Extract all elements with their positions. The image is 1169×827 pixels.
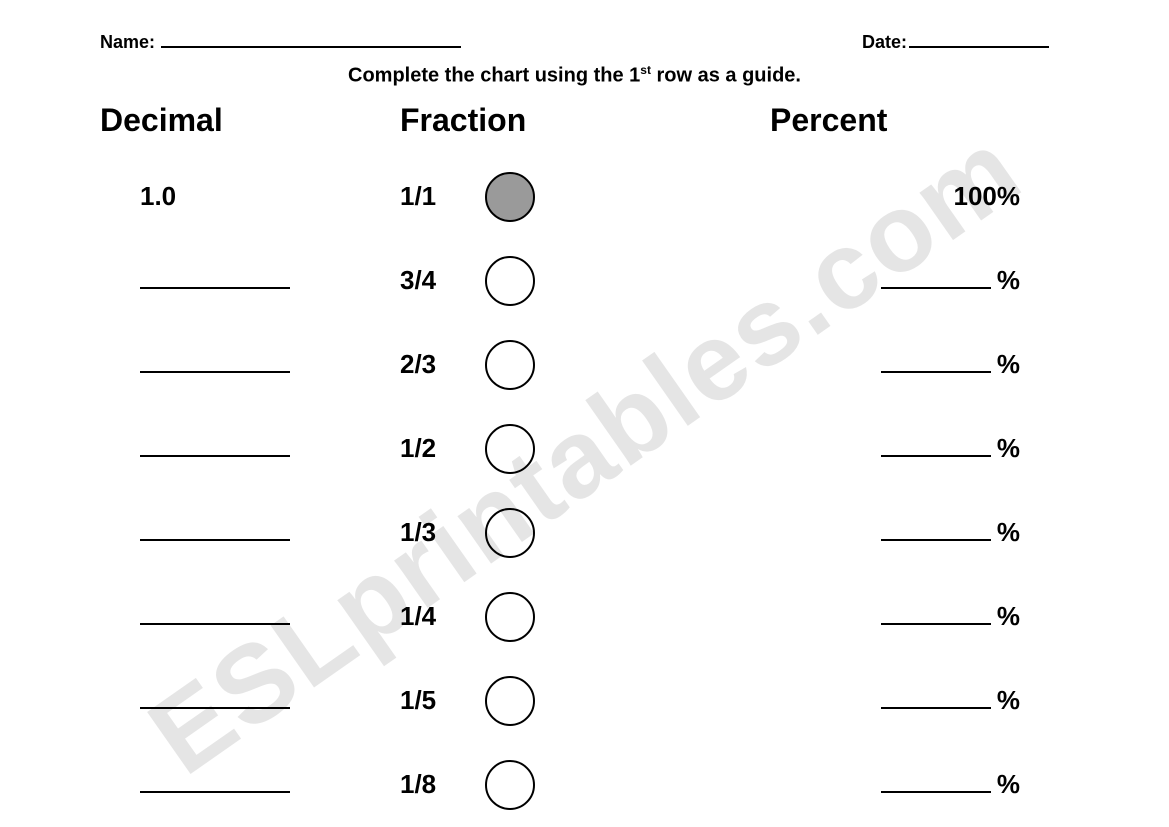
table-row: 1/5% xyxy=(100,659,1049,743)
table-row: 1/4% xyxy=(100,575,1049,659)
fraction-cell: 1/4 xyxy=(400,591,770,643)
percent-blank[interactable] xyxy=(881,433,991,457)
table-row: 1/3% xyxy=(100,491,1049,575)
fraction-value: 2/3 xyxy=(400,349,460,380)
percent-blank[interactable] xyxy=(881,685,991,709)
percent-symbol: % xyxy=(997,769,1020,800)
fraction-value: 1/8 xyxy=(400,769,460,800)
date-group: Date: xyxy=(862,30,1049,53)
col-header-fraction: Fraction xyxy=(400,102,770,139)
fraction-cell: 1/3 xyxy=(400,507,770,559)
fraction-value: 1/5 xyxy=(400,685,460,716)
percent-cell: % xyxy=(770,349,1020,380)
instruction-sup: st xyxy=(640,63,651,77)
percent-symbol: % xyxy=(997,685,1020,716)
percent-value: 100% xyxy=(954,181,1021,212)
fraction-cell: 2/3 xyxy=(400,339,770,391)
rows-container: 1.01/1100%3/4%2/3%1/2%1/3%1/4%1/5%1/8% xyxy=(100,155,1049,827)
percent-cell: % xyxy=(770,433,1020,464)
header-line: Name: Date: xyxy=(100,30,1049,53)
fraction-circle-icon xyxy=(484,507,536,559)
instruction-prefix: Complete the chart using the 1 xyxy=(348,65,640,87)
table-row: 1.0 1/1 100% xyxy=(100,155,1049,239)
fraction-circle-icon xyxy=(484,255,536,307)
percent-blank[interactable] xyxy=(881,517,991,541)
col-header-decimal: Decimal xyxy=(100,102,400,139)
decimal-cell xyxy=(100,433,400,464)
fraction-cell: 1/1 xyxy=(400,171,770,223)
percent-symbol: % xyxy=(997,601,1020,632)
decimal-cell xyxy=(100,517,400,548)
percent-symbol: % xyxy=(997,349,1020,380)
name-blank[interactable] xyxy=(161,30,461,48)
percent-cell: % xyxy=(770,601,1020,632)
percent-blank[interactable] xyxy=(881,349,991,373)
fraction-circle-icon xyxy=(484,675,536,727)
fraction-circle-icon xyxy=(484,171,536,223)
name-group: Name: xyxy=(100,30,461,53)
decimal-cell xyxy=(100,265,400,296)
decimal-cell xyxy=(100,349,400,380)
instruction-suffix: row as a guide. xyxy=(651,65,801,87)
decimal-blank[interactable] xyxy=(140,265,290,289)
date-blank[interactable] xyxy=(909,30,1049,48)
columns-header: Decimal Fraction Percent xyxy=(100,102,1049,139)
decimal-blank[interactable] xyxy=(140,769,290,793)
fraction-cell: 1/8 xyxy=(400,759,770,811)
percent-symbol: % xyxy=(997,517,1020,548)
decimal-blank[interactable] xyxy=(140,433,290,457)
decimal-cell xyxy=(100,769,400,800)
decimal-blank[interactable] xyxy=(140,685,290,709)
fraction-circle-icon xyxy=(484,339,536,391)
fraction-value: 1/1 xyxy=(400,181,460,212)
worksheet-page: ESLprintables.com Name: Date: Complete t… xyxy=(0,0,1169,821)
percent-cell: % xyxy=(770,685,1020,716)
decimal-blank[interactable] xyxy=(140,349,290,373)
percent-cell: % xyxy=(770,517,1020,548)
percent-symbol: % xyxy=(997,265,1020,296)
decimal-blank[interactable] xyxy=(140,517,290,541)
decimal-cell xyxy=(100,601,400,632)
percent-blank[interactable] xyxy=(881,769,991,793)
name-label: Name: xyxy=(100,32,155,53)
decimal-value: 1.0 xyxy=(140,181,176,211)
fraction-cell: 3/4 xyxy=(400,255,770,307)
date-label: Date: xyxy=(862,32,907,53)
table-row: 2/3% xyxy=(100,323,1049,407)
table-row: 1/2% xyxy=(100,407,1049,491)
fraction-value: 1/2 xyxy=(400,433,460,464)
percent-blank[interactable] xyxy=(881,601,991,625)
fraction-circle-icon xyxy=(484,423,536,475)
table-row: 3/4% xyxy=(100,239,1049,323)
fraction-value: 1/3 xyxy=(400,517,460,548)
percent-cell: 100% xyxy=(770,181,1020,212)
fraction-cell: 1/2 xyxy=(400,423,770,475)
fraction-circle-icon xyxy=(484,759,536,811)
fraction-circle-icon xyxy=(484,591,536,643)
table-row: 1/8% xyxy=(100,743,1049,827)
instruction-text: Complete the chart using the 1st row as … xyxy=(100,63,1049,88)
percent-blank[interactable] xyxy=(881,265,991,289)
decimal-cell: 1.0 xyxy=(100,181,400,212)
fraction-value: 1/4 xyxy=(400,601,460,632)
col-header-percent: Percent xyxy=(770,102,1020,139)
fraction-value: 3/4 xyxy=(400,265,460,296)
percent-symbol: % xyxy=(997,433,1020,464)
percent-cell: % xyxy=(770,769,1020,800)
percent-cell: % xyxy=(770,265,1020,296)
decimal-cell xyxy=(100,685,400,716)
fraction-cell: 1/5 xyxy=(400,675,770,727)
decimal-blank[interactable] xyxy=(140,601,290,625)
